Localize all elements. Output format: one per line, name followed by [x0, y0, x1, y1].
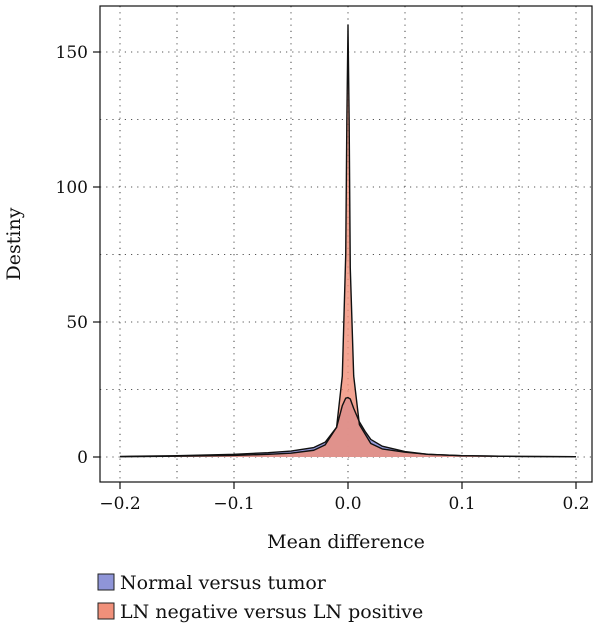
x-axis-title: Mean difference	[267, 531, 425, 553]
density-line-series-1	[119, 24, 577, 458]
x-tick-label: 0.2	[562, 494, 589, 514]
y-tick-label: 100	[56, 178, 88, 198]
legend: Normal versus tumor LN negative versus L…	[97, 572, 423, 623]
x-tick-label: −0.1	[213, 494, 254, 514]
y-axis-title: Destiny	[3, 207, 25, 280]
x-tick-label: 0.1	[448, 494, 475, 514]
x-tick-label: 0.0	[334, 494, 361, 514]
y-tick-label: 0	[77, 448, 88, 468]
y-tick-label: 50	[66, 313, 88, 333]
ticks-layer: −0.2 −0.1 0.0 0.1 0.2 0 50 100 150	[56, 43, 590, 514]
density-area-series-1	[120, 25, 576, 457]
legend-label-normal-vs-tumor: Normal versus tumor	[120, 572, 327, 594]
plot-frame	[99, 5, 593, 483]
series-layer	[119, 24, 577, 458]
legend-swatch-ln-neg-vs-ln-pos	[97, 602, 115, 620]
legend-label-ln-neg-vs-ln-pos: LN negative versus LN positive	[120, 601, 423, 623]
x-tick-label: −0.2	[99, 494, 140, 514]
y-tick-label: 150	[56, 43, 88, 63]
legend-swatch-normal-vs-tumor	[97, 573, 115, 591]
